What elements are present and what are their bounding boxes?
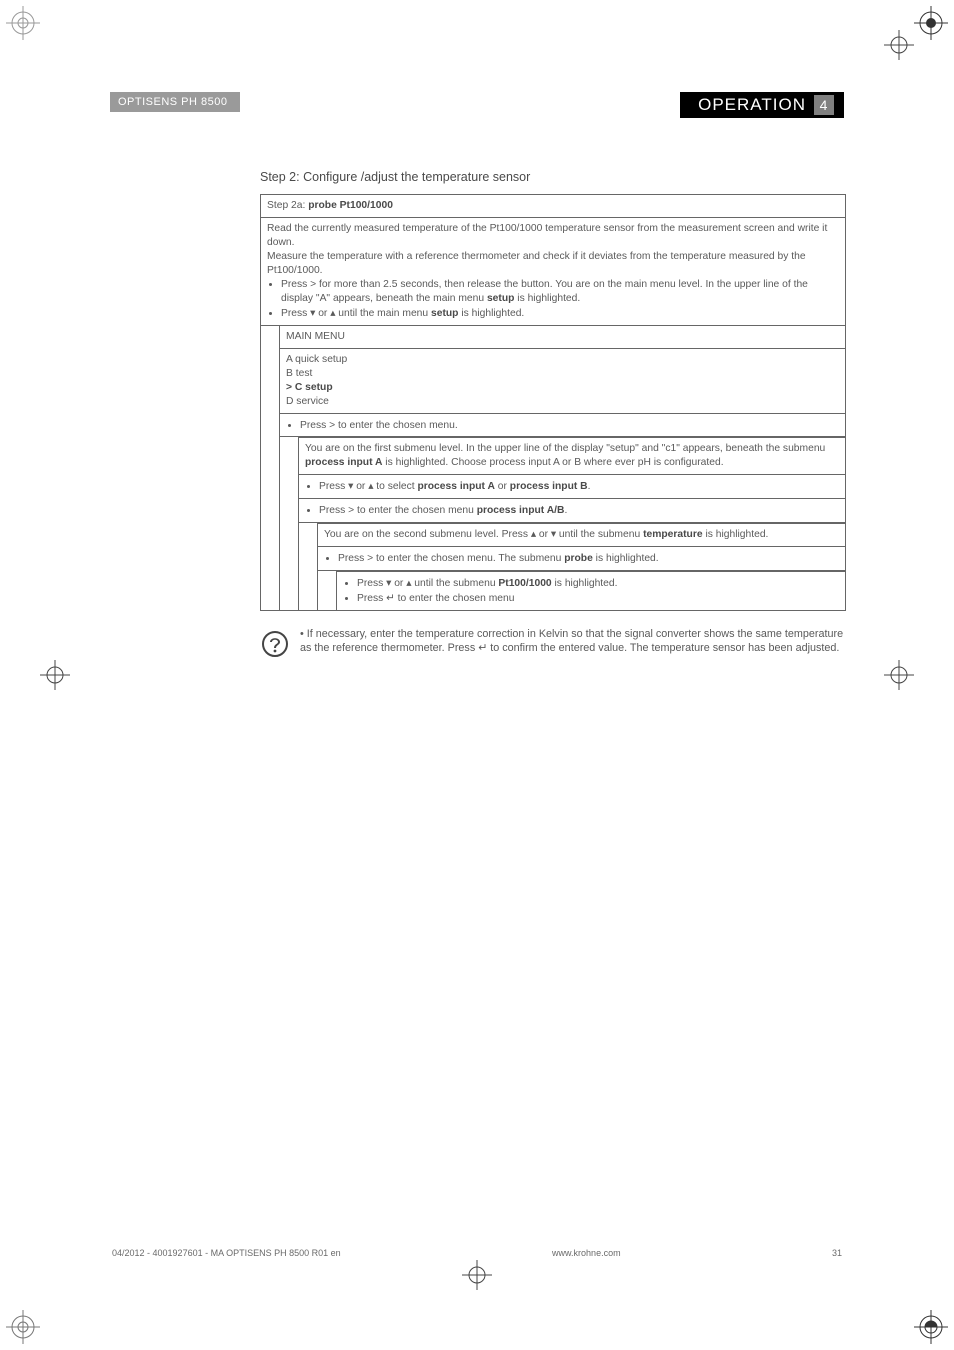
menu-item-a: A quick setup — [286, 353, 839, 367]
intro-line-2: Measure the temperature with a reference… — [267, 250, 839, 278]
intro-line-1: Read the currently measured temperature … — [267, 222, 839, 250]
info-icon — [260, 627, 300, 664]
step2a-heading-bold: probe Pt100/1000 — [308, 200, 393, 211]
step2a-heading-row: Step 2a: probe Pt100/1000 — [261, 195, 845, 218]
select-input-row: Press ▾ or ▴ to select process input A o… — [299, 475, 845, 499]
step2a-intro-row: Read the currently measured temperature … — [261, 218, 845, 326]
menu-item-c: > C setup — [286, 381, 839, 395]
intro-bullet-1: Press > for more than 2.5 seconds, then … — [281, 278, 839, 306]
crop-mark-tl — [6, 6, 40, 40]
footer-left: 04/2012 - 4001927601 - MA OPTISENS PH 85… — [112, 1248, 341, 1258]
reg-mark-top — [884, 30, 914, 60]
note-text: • If necessary, enter the temperature co… — [300, 627, 846, 664]
page-footer: 04/2012 - 4001927601 - MA OPTISENS PH 85… — [112, 1248, 842, 1258]
press-enter-1: Press > to enter the chosen menu. — [280, 414, 845, 438]
press-enter-ab: Press > to enter the chosen menu process… — [299, 499, 845, 523]
step2a-heading-pre: Step 2a: — [267, 200, 308, 211]
note-block: • If necessary, enter the temperature co… — [260, 627, 846, 664]
crop-mark-br — [914, 1310, 948, 1344]
crop-mark-tr — [914, 6, 948, 40]
intro-bullet-2: Press ▾ or ▴ until the main menu setup i… — [281, 307, 839, 321]
step2a-box: Step 2a: probe Pt100/1000 Read the curre… — [260, 194, 846, 611]
reg-mark-right — [884, 660, 914, 690]
crop-mark-bl — [6, 1310, 40, 1344]
step-title: Step 2: Configure /adjust the temperatur… — [260, 170, 846, 184]
final-bullets: Press ▾ or ▴ until the submenu Pt100/100… — [337, 572, 845, 610]
menu-item-b: B test — [286, 367, 839, 381]
section-title-bar: OPERATION 4 — [680, 92, 844, 118]
footer-center: www.krohne.com — [552, 1248, 621, 1258]
reg-mark-left — [40, 660, 70, 690]
reg-mark-bottom — [462, 1260, 492, 1290]
section-title: OPERATION — [698, 95, 806, 115]
press-probe-row: Press > to enter the chosen menu. The su… — [318, 547, 845, 571]
footer-right: 31 — [832, 1248, 842, 1258]
submenu2-desc: You are on the second submenu level. Pre… — [318, 524, 845, 547]
product-name: OPTISENS PH 8500 — [110, 92, 240, 112]
submenu1-desc: You are on the first submenu level. In t… — [299, 438, 845, 475]
menu-item-d: D service — [286, 395, 839, 409]
section-number: 4 — [814, 95, 834, 115]
main-menu-items: A quick setup B test > C setup D service — [280, 349, 845, 414]
main-menu-label: MAIN MENU — [280, 326, 845, 349]
